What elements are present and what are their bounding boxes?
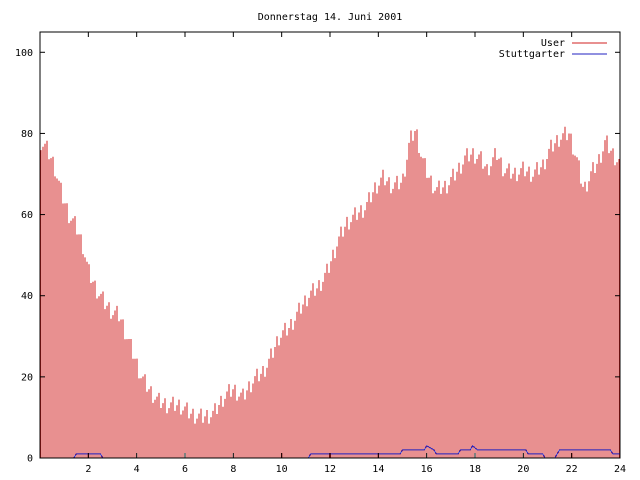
user-bars [40, 126, 620, 458]
y-tick-label: 20 [21, 372, 33, 383]
legend-label-stuttgarter: Stuttgarter [499, 49, 565, 60]
x-tick-label: 22 [566, 464, 578, 475]
chart-title: Donnerstag 14. Juni 2001 [258, 12, 403, 23]
x-tick-label: 10 [276, 464, 288, 475]
x-tick-label: 4 [134, 464, 140, 475]
x-tick-label: 12 [324, 464, 336, 475]
legend-label-user: User [541, 38, 565, 49]
y-tick-label: 40 [21, 291, 33, 302]
x-tick-label: 2 [85, 464, 91, 475]
y-tick-label: 80 [21, 129, 33, 140]
x-tick-label: 18 [469, 464, 481, 475]
x-tick-label: 6 [182, 464, 188, 475]
x-tick-label: 20 [517, 464, 529, 475]
x-tick-label: 14 [372, 464, 384, 475]
x-tick-label: 24 [614, 464, 626, 475]
y-tick-label: 0 [27, 454, 33, 465]
y-tick-label: 60 [21, 210, 33, 221]
x-axis: 2 4 6 8 10 12 14 16 18 20 22 24 [85, 32, 626, 475]
x-tick-label: 16 [421, 464, 433, 475]
y-tick-label: 100 [15, 48, 33, 59]
y-axis: 0 20 40 60 80 100 [15, 48, 620, 465]
legend: User Stuttgarter [499, 38, 607, 60]
x-tick-label: 8 [230, 464, 236, 475]
